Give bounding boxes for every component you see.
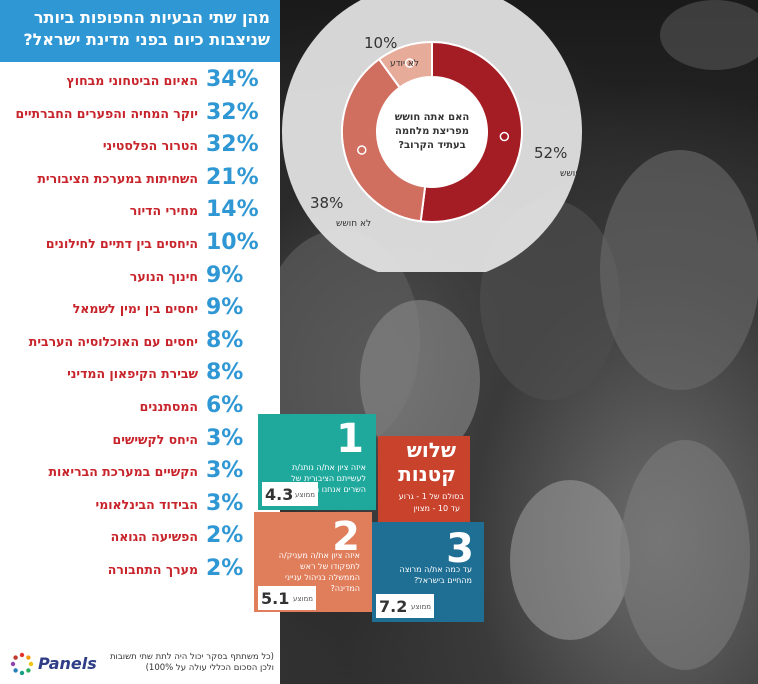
issue-percentage: 8%: [206, 360, 244, 386]
question-box-1: 1 איזה ציון את/ה נותנ/ת לעשייתם הציבורית…: [258, 414, 376, 510]
average-box: 7.2 ממוצע: [376, 594, 434, 618]
issue-percentage: 9%: [206, 262, 244, 288]
question-number: 2: [332, 514, 360, 560]
chart-title: מהן שתי הבעיות החפופות ביותר שניצבות כיו…: [0, 0, 280, 62]
photo-shape: [620, 440, 750, 670]
donut-category-label: לא חושש: [336, 219, 371, 229]
donut-category-label: לא יודע: [390, 59, 419, 69]
photo-shape: [510, 480, 630, 640]
question-text: איזה ציון את/ה מעניק/ה לתפקודו של ראש המ…: [278, 551, 360, 593]
donut-marker: [499, 131, 510, 142]
issue-label: האיום הביטחוני מבחוץ: [66, 73, 198, 88]
issue-label: מערך התחבורה: [107, 562, 198, 577]
issue-percentage: 8%: [206, 327, 244, 353]
issue-percentage: 9%: [206, 295, 244, 321]
question-text: עד כמה את/ה מרוצה מהחיים בישראל?: [399, 565, 472, 585]
donut-category-label: חושש: [560, 169, 581, 179]
issue-row: 2% מערך התחבורה: [0, 556, 280, 588]
donut-marker: [404, 58, 415, 68]
issue-label: יחסים עם האוכלוסיה הערבית: [28, 333, 198, 349]
donut-center-text: בעתיד הקרוב?: [398, 140, 465, 151]
donut-value-label: 52%: [534, 144, 567, 162]
average-value: 4.3: [265, 485, 294, 504]
issue-percentage: 3%: [206, 458, 244, 484]
chart-title-line-2: שניצבות כיום בפני מדינת ישראל?: [23, 30, 270, 49]
footnote: (כל משתתף בסקר יכול היה לתת שתי תשובות ו…: [109, 652, 274, 673]
question-text: איזה ציון את/ה נותנ/ת לעשייתם הציבורית ש…: [291, 463, 366, 494]
issue-row: 3% הקשיים במערכת הבריאות: [0, 458, 280, 490]
issue-label: הקשיים במערכת הבריאות: [48, 464, 198, 480]
issue-row: 9% חינוך הנוער: [0, 263, 280, 295]
issue-label: השחיתות במערכת הציבורית: [37, 170, 198, 186]
small-three-title-line-2: קטנות: [398, 462, 456, 486]
issue-percentage: 3%: [206, 490, 244, 516]
logo-text: Panels: [38, 654, 97, 673]
issue-row: 10% היחסים בין דתיים לחילונים: [0, 230, 280, 262]
issue-label: יוקר המחיה והפערים החברתיים: [15, 105, 198, 121]
photo-shape: [360, 300, 480, 460]
photo-shape: [600, 150, 758, 390]
issue-row: 8% שבירת הקיפאון המדיני: [0, 360, 280, 392]
small-three-title-line-1: שלוש: [406, 438, 456, 462]
donut-value-label: 38%: [310, 194, 343, 212]
donut-center-text: מפריצת מלחמה: [395, 126, 469, 137]
panels-star-icon: [10, 652, 34, 676]
question-box-2: 2 איזה ציון את/ה מעניק/ה לתפקודו של ראש …: [254, 512, 372, 612]
average-label: ממוצע: [411, 603, 431, 611]
question-number: 1: [336, 416, 364, 462]
issue-label: יחסים בין ימין לשמאל: [72, 301, 198, 317]
issue-label: הבידוד הבינלאומי: [95, 496, 198, 512]
issue-label: מחירי הדיור: [129, 203, 198, 219]
issue-label: הטרור הפלסטיני: [102, 138, 198, 154]
issue-percentage: 6%: [206, 393, 244, 418]
issue-percentage: 34%: [206, 67, 259, 92]
chart-title-line-1: מהן שתי הבעיות החפופות ביותר: [33, 8, 270, 27]
bar-chart-panel: מהן שתי הבעיות החפופות ביותר שניצבות כיו…: [0, 0, 280, 684]
issue-label: היחסים בין דתיים לחילונים: [45, 236, 198, 251]
issue-row: 9% יחסים בין ימין לשמאל: [0, 295, 280, 327]
average-box: 4.3 ממוצע: [262, 482, 318, 506]
average-box: 5.1 ממוצע: [258, 586, 316, 610]
issue-label: היחס לקשישים: [112, 431, 199, 447]
donut-center-text: האם אתה חושש: [395, 112, 470, 123]
average-value: 7.2: [379, 597, 408, 616]
issue-percentage: 2%: [206, 556, 244, 581]
issue-percentage: 14%: [206, 197, 259, 223]
issue-label: חינוך הנוער: [129, 268, 198, 284]
issue-label: המסתננים: [139, 399, 198, 414]
panels-logo: Panels: [8, 650, 97, 678]
average-value: 5.1: [261, 589, 290, 608]
question-box-3: 3 עד כמה את/ה מרוצה מהחיים בישראל? 7.2 מ…: [372, 522, 484, 622]
question-number: 3: [446, 526, 474, 572]
issue-percentage: 32%: [206, 99, 259, 125]
issue-percentage: 2%: [206, 523, 244, 549]
small-three-subtitle-line-2: עד 10 - מצוין: [413, 504, 460, 513]
issue-label: הפשיעה הגואה: [110, 529, 198, 545]
issue-percentage: 32%: [206, 132, 259, 158]
issue-row: 3% הבידוד הבינלאומי: [0, 491, 280, 523]
donut-value-label: 10%: [364, 34, 397, 52]
donut-center: [377, 77, 487, 187]
issue-row: 34% האיום הביטחוני מבחוץ: [0, 67, 280, 99]
average-label: ממוצע: [293, 595, 313, 603]
issue-row: 8% יחסים עם האוכלוסיה הערבית: [0, 328, 280, 360]
issue-percentage: 3%: [206, 425, 244, 451]
issue-percentage: 21%: [206, 164, 259, 190]
issue-row: 32% יוקר המחיה והפערים החברתיים: [0, 100, 280, 132]
issue-row: 6% המסתננים: [0, 393, 280, 425]
issue-row: 3% היחס לקשישים: [0, 426, 280, 458]
donut-marker: [357, 145, 367, 155]
small-three-subtitle-line-1: בסולם של 1 - גרוע: [398, 492, 464, 501]
issue-row: 21% השחיתות במערכת הציבורית: [0, 165, 280, 197]
average-label: ממוצע: [295, 491, 315, 499]
issue-row: 32% הטרור הפלסטיני: [0, 132, 280, 164]
issue-label: שבירת הקיפאון המדיני: [67, 366, 198, 382]
issue-row: 2% הפשיעה הגואה: [0, 523, 280, 555]
photo-shape: [660, 0, 758, 70]
donut-chart: 52% חושש 38% לא חושש 10% לא יודע האם אתה חושש…: [282, 0, 582, 272]
small-three-box: שלוש קטנות בסולם של 1 - גרוע עד 10 - מצו…: [378, 436, 470, 522]
issue-percentage: 10%: [206, 230, 259, 255]
issue-row: 14% מחירי הדיור: [0, 197, 280, 229]
